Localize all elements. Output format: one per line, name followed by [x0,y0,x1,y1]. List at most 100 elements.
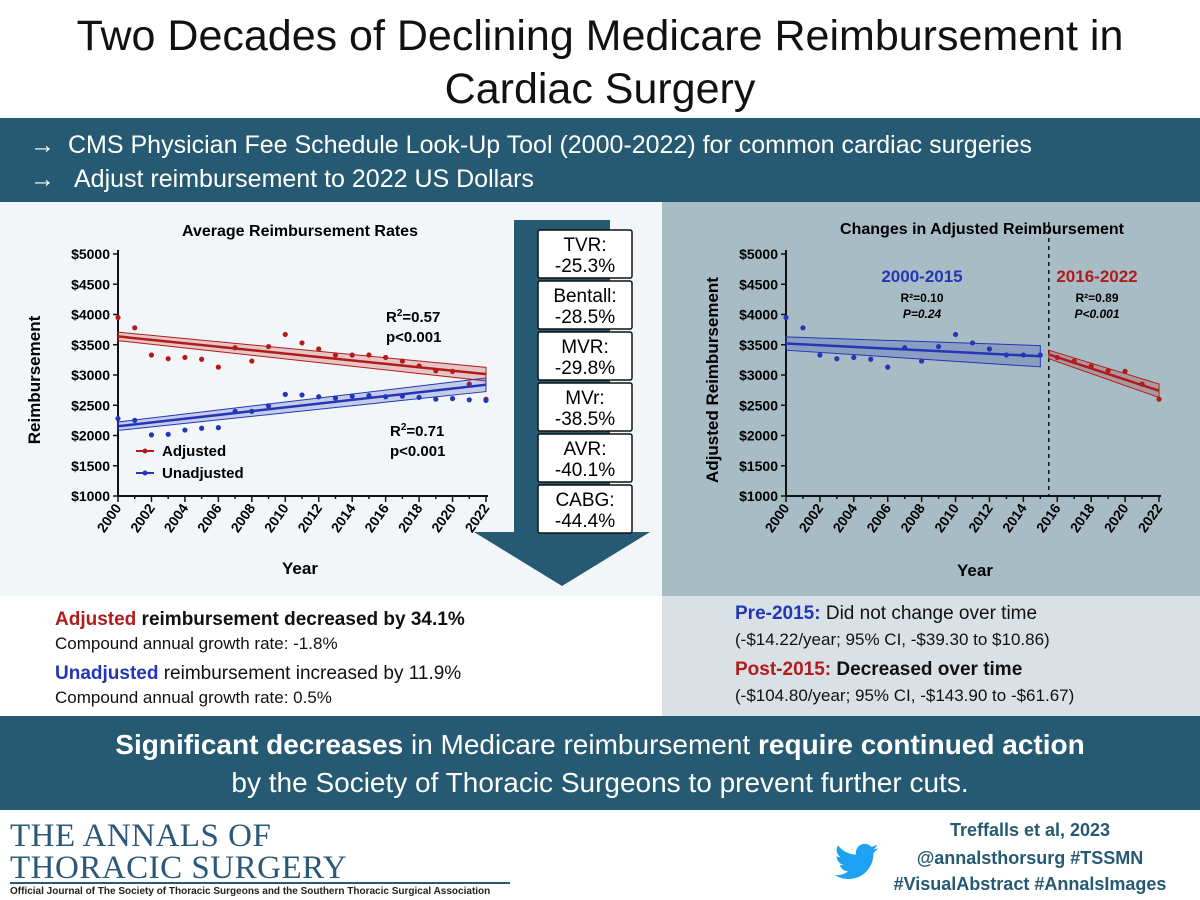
x-tick-label: 2002 [127,500,158,535]
pre-2015-ci: (-$14.22/year; 95% CI, -$39.30 to $10.86… [735,630,1050,649]
pre-2015-result: Pre-2015: Did not change over time [735,602,1037,626]
adjusted-data-point [165,356,171,362]
procedure-box [537,484,633,534]
x-tick-label: 2006 [194,500,225,535]
pre-2015-data-point [868,356,874,362]
post-2015-data-point [1122,368,1128,374]
r-squared-annotation: R2=0.57 [386,308,440,326]
pre-2015-r-squared: R²=0.10 [900,291,943,305]
y-tick-label: $3500 [739,337,778,353]
citation: Treffalls et al, 2023 [949,820,1111,840]
procedure-change: -38.5% [555,409,615,430]
adjusted-result: Adjusted reimbursement decreased by 34.1… [55,608,465,632]
x-tick-label: 2006 [863,500,894,535]
x-tick-label: 2008 [897,500,928,535]
p-value-annotation: p<0.001 [386,329,441,346]
x-tick-label: 2016 [361,500,392,535]
unadjusted-data-point [265,403,272,409]
hashtags: #VisualAbstract #AnnalsImages [893,874,1167,894]
procedure-change: -44.4% [555,511,615,532]
unadjusted-data-point [332,395,339,401]
post-2015-data-point [1105,368,1111,374]
x-axis-label: Year [957,561,993,580]
y-tick-label: $2000 [739,428,778,444]
x-tick-label: 2000 [761,500,792,535]
unadjusted-trend-line [117,383,487,428]
procedure-change: -25.3% [555,256,615,277]
y-tick-label: $4500 [739,276,778,292]
pre-2015-data-point [952,331,959,338]
x-tick-label: 2004 [829,500,860,535]
results-left: Adjusted reimbursement decreased by 34.1… [0,596,662,716]
post-2015-ci: (-$104.80/year; 95% CI, -$143.90 to -$61… [735,686,1075,705]
pre-2015-data-point [969,340,976,346]
adjusted-word: Adjusted [55,609,137,630]
pre-2015-p-value: P=0.24 [903,307,942,321]
adjusted-data-point [148,352,155,358]
pre-2015-data-point [834,356,840,362]
results-right: Pre-2015: Did not change over time (-$14… [662,596,1200,716]
x-tick-label: 2010 [261,500,292,535]
post-2015-text: Decreased over time [831,659,1023,680]
unadjusted-data-point [449,395,456,402]
procedure-name: MVr: [565,388,604,409]
post-2015-result: Post-2015: Decreased over time [735,658,1022,682]
adjusted-data-point [215,364,221,370]
x-tick-label: 2010 [931,500,962,535]
pre-2015-data-point [1020,352,1026,358]
unadjusted-data-point [165,431,171,437]
pre-2015-data-point [800,325,806,331]
adjusted-data-point [299,340,305,346]
unadjusted-data-point [483,397,489,404]
y-tick-label: $1000 [739,488,778,504]
y-tick-label: $2500 [739,397,778,413]
pre-2015-data-point [783,314,789,321]
adjusted-data-point [182,354,188,361]
adjusted-cagr: Compound annual growth rate: -1.8% [55,634,338,653]
unadjusted-data-point [366,392,372,399]
pre-2015-label: Pre-2015: [735,603,821,624]
unadjusted-data-point [115,415,121,422]
adjusted-data-point [332,352,339,358]
y-axis-label: Reimbursement [25,315,44,444]
average-reimbursement-chart: Average Reimbursement Rates Reimbursemen… [25,220,650,586]
adjusted-data-point [282,331,288,338]
post-2015-p-value: P<0.001 [1074,307,1119,321]
x-tick-label: 2002 [795,500,826,535]
pre-2015-data-point [1003,352,1010,358]
arrow-right-icon: → [30,131,55,159]
legend-marker [142,448,148,454]
y-tick-label: $2500 [71,397,110,413]
procedure-box [537,280,633,330]
procedure-box [537,229,633,279]
chart-title: Average Reimbursement Rates [182,223,418,240]
title-line-1: Two Decades of Declining Medicare Reimbu… [76,12,1124,60]
post-2015-data-point [1054,354,1060,361]
right-chart-panel: Changes in Adjusted Reimbursement Adjust… [662,202,1200,596]
adjusted-data-point [399,358,405,364]
twitter-handles: @annalsthorsurg #TSSMN [916,848,1144,868]
x-tick-label: 2020 [428,500,459,535]
conclusion-mid: in Medicare reimbursement [403,729,758,760]
procedure-change: -29.8% [555,358,615,379]
chart-title: Changes in Adjusted Reimbursement [840,221,1125,238]
unadjusted-data-point [148,432,155,438]
unadjusted-data-point [316,394,322,400]
procedure-name: AVR: [564,439,607,460]
adjusted-reimbursement-chart: Changes in Adjusted Reimbursement Adjust… [703,221,1166,580]
pre-2015-data-point [902,345,908,351]
procedure-box [537,331,633,381]
left-chart-panel: Average Reimbursement Rates Reimbursemen… [0,202,662,596]
methods-text-2: Adjust reimbursement to 2022 US Dollars [74,165,534,193]
r-squared-annotation: R2=0.71 [390,422,444,440]
adjusted-data-point [349,352,355,358]
x-tick-label: 2018 [395,500,426,535]
post-2015-label: Post-2015: [735,659,832,680]
procedure-name: MVR: [561,337,609,358]
post-2015-r-squared: R²=0.89 [1075,291,1118,305]
procedure-change: -28.5% [555,307,615,328]
unadjusted-data-point [215,425,221,431]
legend-marker [142,470,148,476]
adjusted-result-text: reimbursement decreased by 34.1% [136,609,465,630]
adjusted-data-point [383,354,389,361]
